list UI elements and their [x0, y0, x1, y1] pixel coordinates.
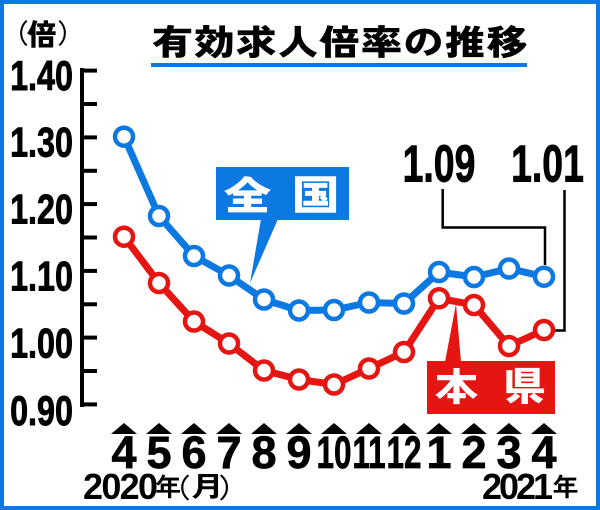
- svg-text:0.90: 0.90: [10, 387, 73, 434]
- svg-text:7: 7: [216, 427, 241, 478]
- svg-text:1.01: 1.01: [511, 134, 584, 193]
- svg-text:2: 2: [461, 427, 486, 478]
- svg-text:1.00: 1.00: [10, 319, 73, 366]
- svg-text:3: 3: [496, 427, 521, 478]
- svg-text:11: 11: [352, 429, 385, 479]
- svg-text:6: 6: [181, 427, 206, 478]
- svg-text:8: 8: [251, 427, 276, 478]
- svg-text:4: 4: [111, 427, 136, 478]
- svg-text:9: 9: [286, 427, 311, 478]
- svg-text:2020: 2020: [83, 466, 158, 507]
- svg-text:4: 4: [531, 427, 556, 478]
- svg-text:10: 10: [316, 429, 351, 479]
- svg-text:1: 1: [426, 427, 451, 478]
- svg-text:1.40: 1.40: [10, 52, 73, 99]
- svg-text:1.20: 1.20: [10, 185, 73, 232]
- svg-text:1.10: 1.10: [10, 252, 73, 299]
- svg-text:2021: 2021: [482, 466, 553, 507]
- svg-text:1.09: 1.09: [403, 134, 476, 193]
- svg-text:12: 12: [386, 429, 421, 479]
- svg-text:1.30: 1.30: [10, 118, 73, 165]
- svg-text:5: 5: [146, 427, 171, 478]
